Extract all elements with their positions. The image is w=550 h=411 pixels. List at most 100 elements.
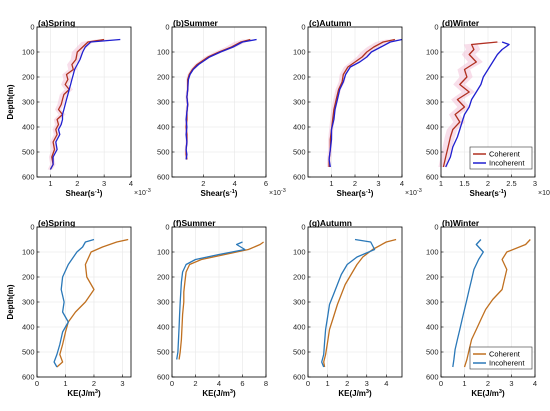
y-tick-label: 0	[301, 223, 305, 232]
x-tick-label: 4	[533, 379, 537, 388]
panel-3: 1 2 3 4 0 100 200 300 400 500 600 (c)Autumn Shear(s-…	[293, 18, 422, 198]
y-tick-label: 500	[157, 148, 170, 157]
y-tick-label: 600	[293, 373, 306, 382]
y-tick-label: 300	[293, 98, 306, 107]
panel-title: (e)Spring	[38, 218, 75, 228]
panel-title: (d)Winter	[442, 18, 480, 28]
y-tick-label: 500	[293, 148, 306, 157]
x-exponent-label: ×10-3	[405, 188, 422, 197]
panel-2: 2 4 6 0 100 200 300 400 500 600 (b)Summer Shear(s-1…	[157, 18, 286, 198]
x-tick-label: 4	[217, 379, 221, 388]
y-tick-label: 100	[22, 48, 35, 57]
y-tick-label: 500	[157, 348, 170, 357]
x-axis-label: KE(J/m3)	[67, 389, 101, 398]
series-line-incoherent	[452, 239, 484, 368]
x-tick-label: 2	[193, 379, 197, 388]
panel-title: (h)Winter	[442, 218, 480, 228]
y-tick-label: 400	[293, 323, 306, 332]
x-tick-label: 2	[486, 379, 490, 388]
x-tick-label: 3	[509, 379, 513, 388]
y-tick-label: 0	[434, 223, 438, 232]
x-tick-label: 2	[75, 179, 79, 188]
x-tick-label: 1	[48, 179, 52, 188]
y-tick-label: 100	[157, 248, 170, 257]
series-line-coherent	[178, 241, 264, 360]
x-axis-label: Shear(s-1)	[201, 189, 238, 198]
y-tick-label: 400	[22, 323, 35, 332]
x-tick-label: 4	[400, 179, 404, 188]
x-tick-label: 0	[35, 379, 39, 388]
x-tick-label: 2	[486, 179, 490, 188]
y-tick-label: 300	[426, 298, 439, 307]
y-tick-label: 200	[426, 73, 439, 82]
coherent-envelope	[184, 39, 257, 160]
y-tick-label: 100	[426, 48, 439, 57]
x-tick-label: 3	[533, 179, 537, 188]
y-tick-label: 500	[426, 348, 439, 357]
y-tick-label: 0	[30, 223, 34, 232]
y-tick-label: 600	[22, 173, 35, 182]
y-tick-label: 100	[293, 48, 306, 57]
y-tick-label: 600	[157, 373, 170, 382]
legend-label: Coherent	[489, 350, 521, 359]
y-tick-label: 600	[157, 173, 170, 182]
x-tick-label: 1	[439, 179, 443, 188]
y-tick-label: 600	[426, 373, 439, 382]
y-tick-label: 100	[426, 248, 439, 257]
series-line-incoherent	[53, 238, 95, 368]
y-tick-label: 600	[426, 173, 439, 182]
series-line-coherent	[185, 38, 251, 160]
x-tick-label: 1	[63, 379, 67, 388]
x-tick-label: 6	[264, 179, 268, 188]
x-tick-label: 1	[462, 379, 466, 388]
y-tick-label: 500	[293, 348, 306, 357]
y-tick-label: 100	[293, 248, 306, 257]
series-line-coherent	[56, 238, 129, 368]
series-line-incoherent	[176, 241, 246, 360]
x-tick-label: 3	[102, 179, 106, 188]
y-tick-label: 200	[426, 273, 439, 282]
y-tick-label: 200	[157, 73, 170, 82]
x-tick-label: 0	[306, 379, 310, 388]
x-axis-label: Shear(s-1)	[66, 189, 103, 198]
y-tick-label: 200	[22, 73, 35, 82]
x-tick-label: 0	[439, 379, 443, 388]
y-tick-label: 400	[426, 123, 439, 132]
y-tick-label: 100	[157, 48, 170, 57]
legend-label: Incoherent	[489, 159, 525, 168]
y-tick-label: 400	[22, 123, 35, 132]
y-tick-label: 300	[293, 298, 306, 307]
series-line-coherent	[442, 41, 498, 168]
x-tick-label: 8	[264, 379, 268, 388]
y-axis-label: Depth(m)	[6, 84, 15, 119]
coherent-envelope	[438, 42, 506, 167]
y-tick-label: 100	[22, 248, 35, 257]
series-line-coherent	[49, 38, 105, 170]
x-tick-label: 2	[201, 179, 205, 188]
y-tick-label: 300	[22, 298, 35, 307]
y-tick-label: 400	[157, 323, 170, 332]
x-axis-label: Shear(s-1)	[470, 189, 507, 198]
x-tick-label: 2	[345, 379, 349, 388]
y-tick-label: 500	[22, 148, 35, 157]
y-tick-label: 600	[22, 373, 35, 382]
y-tick-label: 400	[293, 123, 306, 132]
x-tick-label: 1	[329, 179, 333, 188]
y-tick-label: 200	[293, 273, 306, 282]
series-line-coherent	[328, 38, 396, 167]
x-axis-label: KE(J/m3)	[471, 389, 505, 398]
x-tick-label: 3	[376, 179, 380, 188]
panel-title: (b)Summer	[173, 18, 219, 28]
y-tick-label: 500	[426, 148, 439, 157]
legend-label: Coherent	[489, 150, 521, 159]
x-tick-label: 3	[120, 379, 124, 388]
y-tick-label: 200	[22, 273, 35, 282]
panel-4: 1 1.5 2 2.5 3 0 100 200 300 400 500 600 (d)Winter She…	[426, 18, 550, 198]
panel-6: 0 2 4 6 8 0 100 200 300 400 500 600 (f)Summer KE(J/m3…	[157, 218, 268, 398]
series-line-coherent	[463, 239, 531, 368]
y-tick-label: 0	[434, 23, 438, 32]
x-tick-label: 0	[170, 379, 174, 388]
y-tick-label: 300	[426, 98, 439, 107]
